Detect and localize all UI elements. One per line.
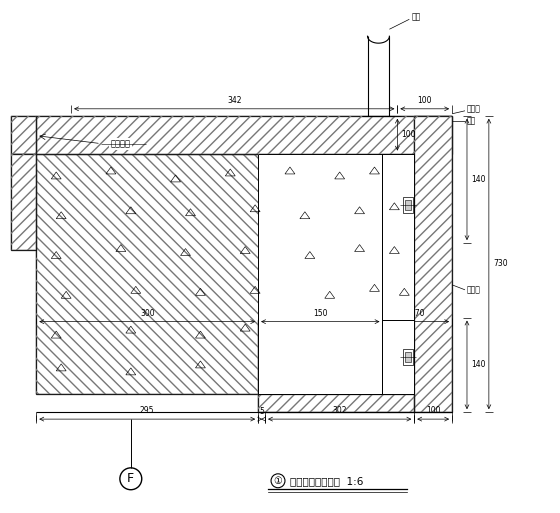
Text: 100: 100: [426, 406, 440, 415]
Polygon shape: [11, 153, 36, 250]
Text: 石膏板: 石膏板: [467, 104, 481, 113]
Polygon shape: [382, 153, 414, 320]
Text: 150: 150: [313, 309, 328, 318]
Text: 170: 170: [410, 309, 424, 318]
Polygon shape: [258, 153, 382, 394]
Text: F: F: [127, 472, 134, 485]
Text: 100: 100: [402, 130, 416, 139]
Bar: [403, 198, 413, 213]
Polygon shape: [36, 153, 414, 394]
Text: 140: 140: [471, 175, 486, 184]
Polygon shape: [36, 116, 452, 153]
Polygon shape: [414, 116, 452, 412]
Text: 100: 100: [417, 96, 432, 105]
Bar: [403, 349, 413, 365]
Text: 5: 5: [259, 407, 264, 416]
Text: 302: 302: [333, 406, 347, 415]
Text: 封板: 封板: [467, 116, 476, 125]
Text: 300: 300: [140, 309, 155, 318]
Text: 380: 380: [402, 232, 416, 241]
Text: 730: 730: [493, 260, 507, 268]
Text: 295: 295: [140, 406, 155, 415]
Text: 钢筋: 钢筋: [411, 13, 421, 22]
Text: 石材包梁竖剖节点  1:6: 石材包梁竖剖节点 1:6: [290, 476, 363, 486]
Text: 石材板: 石材板: [467, 285, 481, 294]
Text: 140: 140: [471, 361, 486, 369]
Text: 342: 342: [227, 96, 241, 105]
Text: ①: ①: [274, 476, 282, 486]
Bar: [405, 352, 411, 362]
Polygon shape: [382, 320, 414, 394]
Polygon shape: [11, 116, 36, 153]
Bar: [405, 200, 411, 210]
Text: 楼板标高: 楼板标高: [111, 139, 131, 148]
Polygon shape: [258, 394, 414, 412]
